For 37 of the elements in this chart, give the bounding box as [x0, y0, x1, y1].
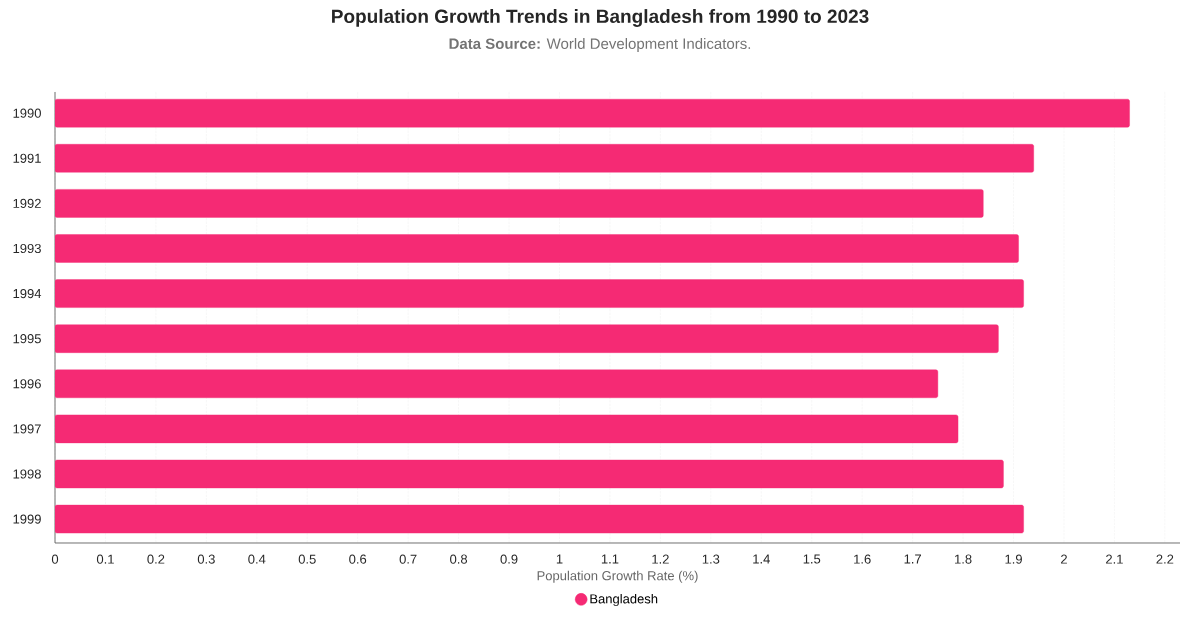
- x-tick-label: 0.3: [197, 554, 215, 564]
- x-axis-title: Population Growth Rate (%): [537, 570, 698, 583]
- x-tick-label: 0.2: [147, 554, 165, 564]
- x-tick-label: 0.5: [298, 554, 316, 564]
- x-tick-label: 1.2: [652, 554, 669, 564]
- x-tick-label: 0.8: [450, 554, 468, 564]
- y-tick-label: 1991: [13, 153, 41, 163]
- x-tick-label: 2.2: [1156, 554, 1174, 564]
- y-tick-label: 1999: [13, 514, 41, 524]
- y-tick-label: 1996: [13, 379, 41, 389]
- x-tick-label: 1.5: [803, 554, 821, 564]
- x-tick-label: 2.1: [1106, 554, 1123, 564]
- y-tick-label: 1990: [13, 108, 41, 118]
- x-tick-label: 1.8: [955, 554, 972, 564]
- y-tick-label: 1997: [13, 424, 41, 434]
- y-tick-label: 1994: [13, 288, 42, 299]
- chart-title: Population Growth Trends in Bangladesh from 1990 to 2023: [332, 9, 869, 27]
- x-tick-label: 0: [51, 554, 59, 564]
- y-tick-label: 1998: [13, 469, 41, 479]
- x-tick-label: 0.9: [500, 554, 518, 564]
- legend-label: Bangladesh: [590, 593, 658, 607]
- y-tick-label: 1992: [13, 198, 41, 208]
- x-tick-label: 1.6: [854, 554, 871, 564]
- x-tick-label: 1.9: [1005, 554, 1022, 564]
- x-tick-label: 0.7: [399, 554, 417, 564]
- x-tick-label: 0.1: [96, 554, 114, 564]
- x-tick-label: 0.4: [248, 554, 266, 564]
- x-tick-label: 1: [556, 554, 563, 564]
- x-tick-label: 2: [1061, 554, 1067, 564]
- y-tick-label: 1995: [13, 334, 41, 344]
- x-tick-label: 0.6: [349, 554, 367, 564]
- x-tick-label: 1.1: [601, 554, 619, 564]
- y-tick-label: 1993: [13, 243, 41, 254]
- x-tick-label: 1.3: [702, 554, 720, 564]
- chart-subtitle: Data Source: World Development Indicators.: [449, 38, 751, 52]
- x-tick-label: 1.7: [904, 554, 922, 564]
- x-tick-label: 1.4: [753, 554, 770, 564]
